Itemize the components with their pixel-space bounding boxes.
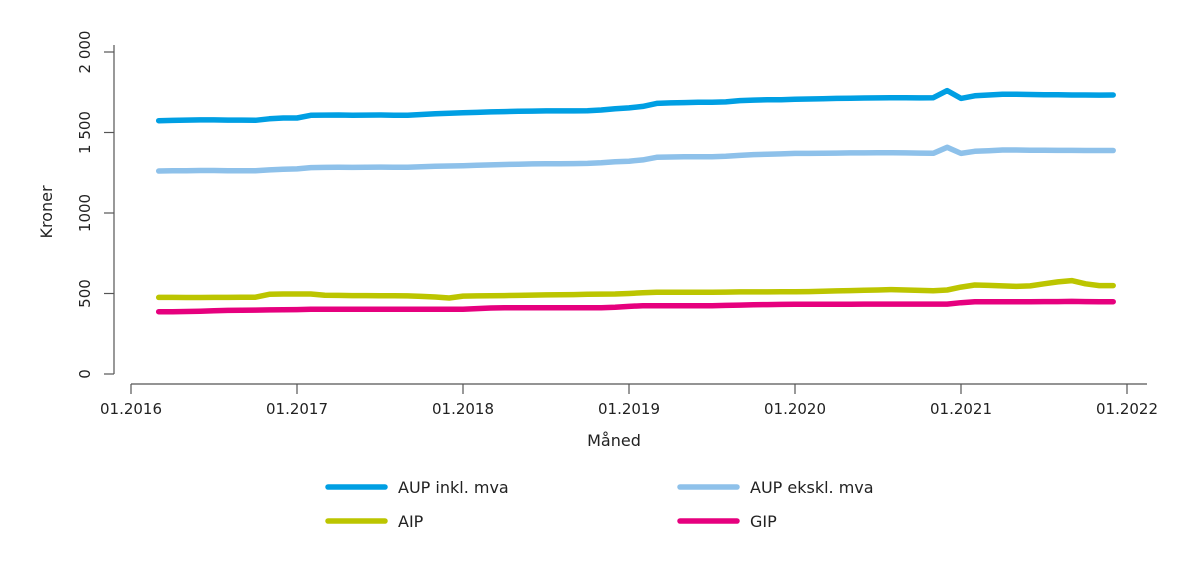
x-tick-label: 01.2020 <box>764 400 826 418</box>
x-tick-label: 01.2021 <box>930 400 992 418</box>
y-axis-label: Kroner <box>37 185 56 238</box>
legend-item: AUP ekskl. mva <box>677 478 874 497</box>
series-line-gip <box>155 298 1116 315</box>
y-tick-label: 2 000 <box>76 31 94 74</box>
legend-item: AUP inkl. mva <box>325 478 509 497</box>
y-tick-label: 1 500 <box>76 111 94 154</box>
series-line-aup-inkl-mva <box>155 87 1116 124</box>
legend-label: GIP <box>750 512 777 531</box>
series-line-aup-ekskl-mva <box>155 144 1116 174</box>
x-tick-label: 01.2017 <box>266 400 328 418</box>
legend-item: AIP <box>325 512 424 531</box>
legend: AUP inkl. mva AUP ekskl. mva AIP GIP <box>325 478 874 531</box>
series-line-aip <box>155 277 1116 301</box>
y-tick-label: 500 <box>76 279 94 308</box>
legend-label: AUP ekskl. mva <box>750 478 874 497</box>
x-tick-label: 01.2022 <box>1096 400 1158 418</box>
legend-label: AUP inkl. mva <box>398 478 509 497</box>
x-axis-label: Måned <box>587 431 641 450</box>
axes: 0 500 1000 1 500 2 000 01.2016 01.2017 01.2018 0… <box>76 31 1158 418</box>
x-tick-label: 01.2019 <box>598 400 660 418</box>
x-tick-label: 01.2016 <box>100 400 162 418</box>
x-tick-label: 01.2018 <box>432 400 494 418</box>
series-lines <box>155 87 1116 315</box>
legend-item: GIP <box>677 512 777 531</box>
y-tick-label: 1000 <box>76 194 94 232</box>
legend-label: AIP <box>398 512 424 531</box>
y-tick-label: 0 <box>76 369 94 379</box>
